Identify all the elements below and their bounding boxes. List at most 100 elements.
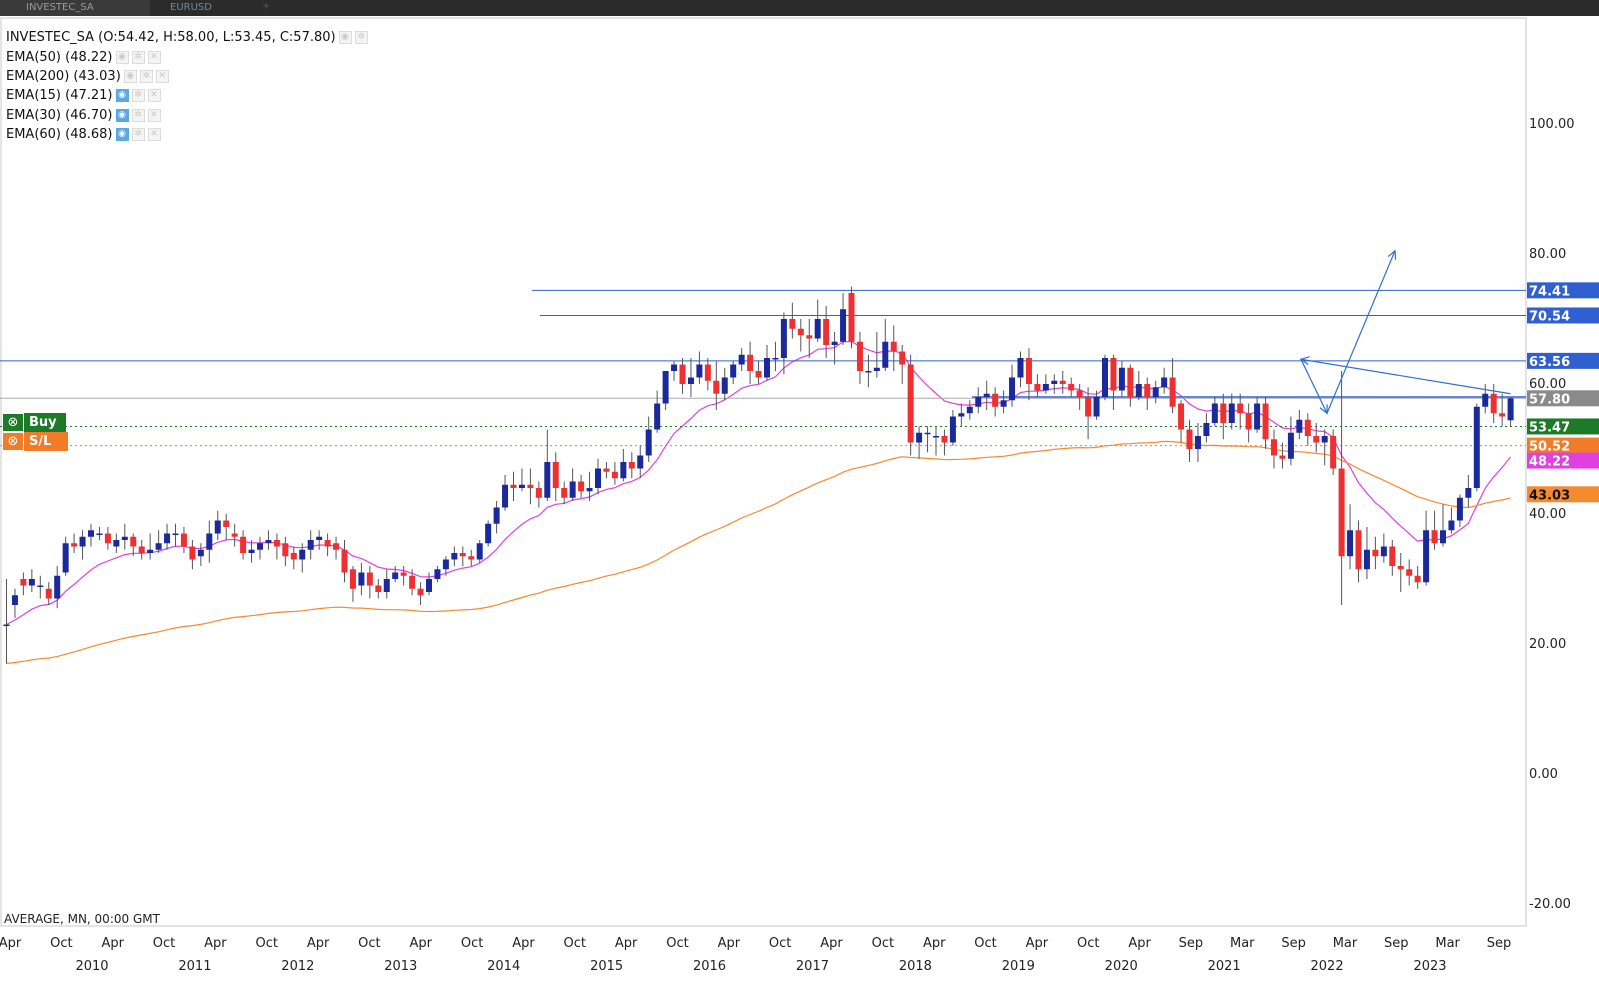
x-year-label: 2018: [899, 959, 932, 974]
candle-body: [130, 536, 137, 547]
candle-body: [611, 471, 618, 479]
candle-body: [88, 530, 94, 537]
candle-body: [510, 484, 517, 488]
ema200-line: [6, 440, 1511, 665]
gear-icon[interactable]: ✲: [139, 69, 153, 83]
candle-body: [214, 520, 221, 534]
eye-icon[interactable]: ◉: [115, 50, 129, 64]
tab-investec[interactable]: INVESTEC_SA: [0, 0, 150, 16]
y-tick-label: 100.00: [1529, 117, 1575, 132]
tab-eurusd[interactable]: EURUSD: [170, 2, 212, 13]
stop-price-tag-bg: [1527, 437, 1599, 454]
candle-body: [240, 536, 247, 553]
candle-body: [147, 549, 154, 553]
ema50-line: [6, 341, 1512, 626]
candle-body: [1051, 380, 1058, 384]
candle-body: [358, 572, 365, 586]
eye-icon[interactable]: ◉: [115, 128, 129, 142]
candle-body: [1178, 403, 1185, 430]
x-month-label: Apr: [718, 936, 741, 951]
candle-body: [628, 462, 635, 469]
x-month-label: Oct: [461, 936, 483, 951]
buy-label[interactable]: Buy: [24, 413, 66, 432]
eye-icon[interactable]: ◉: [115, 108, 129, 122]
candle-body: [451, 553, 458, 560]
candle-body: [1448, 520, 1455, 531]
stop-loss-label[interactable]: S/L: [24, 432, 68, 451]
candle-body: [265, 540, 272, 544]
candle-body: [1304, 419, 1311, 436]
legend-ema60: EMA(60) (48.68) ◉ ✲ ✕: [6, 125, 371, 144]
candle-body: [586, 488, 593, 492]
x-month-label: Apr: [820, 936, 843, 951]
x-year-label: 2014: [487, 959, 520, 974]
close-icon[interactable]: ✕: [147, 108, 161, 122]
close-icon[interactable]: ✕: [155, 69, 169, 83]
arrow-head: [1319, 404, 1328, 415]
x-month-label: Oct: [255, 936, 277, 951]
candle-body: [1389, 546, 1396, 566]
ema30-label: EMA(30) (46.70): [6, 107, 113, 123]
eye-icon[interactable]: ◉: [338, 31, 352, 45]
eye-icon[interactable]: ◉: [123, 69, 137, 83]
entry-price-tag: 53.47: [1529, 420, 1570, 435]
candle-body: [958, 413, 965, 417]
close-icon[interactable]: ✕: [147, 89, 161, 103]
close-icon[interactable]: ✕: [147, 128, 161, 142]
candle-body: [848, 293, 855, 342]
candle-body: [1414, 575, 1421, 583]
chart-legend: INVESTEC_SA (O:54.42, H:58.00, L:53.45, …: [6, 28, 371, 144]
close-icon[interactable]: ✕: [147, 50, 161, 64]
close-order-icon[interactable]: ⊗: [2, 413, 24, 432]
level-price-tag-bg: [1527, 352, 1599, 369]
candle-body: [730, 364, 737, 378]
ema-price-tag: 48.22: [1529, 455, 1570, 470]
gear-icon[interactable]: ✲: [131, 89, 145, 103]
candle-body: [865, 371, 872, 373]
x-month-label: Sep: [1384, 936, 1409, 951]
candle-body: [780, 319, 787, 358]
candle-body: [180, 533, 187, 547]
level-price-tag-bg: [1527, 282, 1599, 299]
candle-body: [561, 488, 568, 498]
x-month-label: Oct: [769, 936, 791, 951]
x-month-label: Apr: [204, 936, 227, 951]
gear-icon[interactable]: ✲: [354, 31, 368, 45]
candle-body: [992, 393, 999, 407]
y-tick-label: 20.00: [1529, 637, 1566, 652]
candle-body: [941, 436, 948, 443]
candle-body: [164, 533, 171, 544]
candle-body: [71, 543, 78, 547]
gear-icon[interactable]: ✲: [131, 108, 145, 122]
x-year-label: 2010: [75, 959, 108, 974]
close-stoploss-icon[interactable]: ⊗: [2, 432, 24, 451]
ema15-label: EMA(15) (47.21): [6, 88, 113, 104]
candle-body: [485, 523, 492, 544]
candle-body: [1102, 358, 1108, 397]
candle-body: [721, 377, 728, 394]
x-month-label: Oct: [358, 936, 380, 951]
candle-body: [400, 572, 407, 576]
candle-body: [1245, 413, 1252, 430]
candle-body: [502, 484, 509, 508]
chart-area[interactable]: 100.00 80.00 40.00 20.00 0.00 -20.00 60.00 74.4…: [0, 16, 1599, 993]
arrow-head: [1299, 356, 1310, 366]
gear-icon[interactable]: ✲: [131, 50, 145, 64]
add-tab-icon[interactable]: +: [262, 1, 271, 12]
candle-body: [1321, 436, 1328, 443]
candle-body: [257, 543, 263, 550]
candle-body: [772, 358, 779, 360]
tab-bar: INVESTEC_SA EURUSD +: [0, 0, 1599, 16]
x-month-label: Mar: [1435, 936, 1460, 951]
price-chart[interactable]: 100.00 80.00 40.00 20.00 0.00 -20.00 60.00 74.4…: [0, 16, 1599, 993]
candle-body: [1380, 546, 1387, 557]
eye-icon[interactable]: ◉: [115, 89, 129, 103]
gear-icon[interactable]: ✲: [131, 128, 145, 142]
level-price-tag: 74.41: [1529, 284, 1570, 299]
x-year-label: 2022: [1311, 959, 1344, 974]
y-tick-label: 60.00: [1529, 377, 1566, 392]
candle-body: [552, 462, 559, 488]
candle-body: [366, 572, 373, 586]
ema200-label: EMA(200) (43.03): [6, 68, 121, 84]
candle-body: [1110, 358, 1117, 391]
